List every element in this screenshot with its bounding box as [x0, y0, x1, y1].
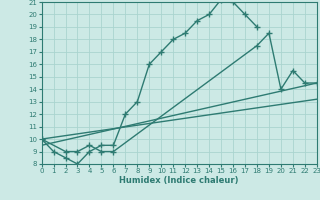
X-axis label: Humidex (Indice chaleur): Humidex (Indice chaleur) — [119, 176, 239, 185]
